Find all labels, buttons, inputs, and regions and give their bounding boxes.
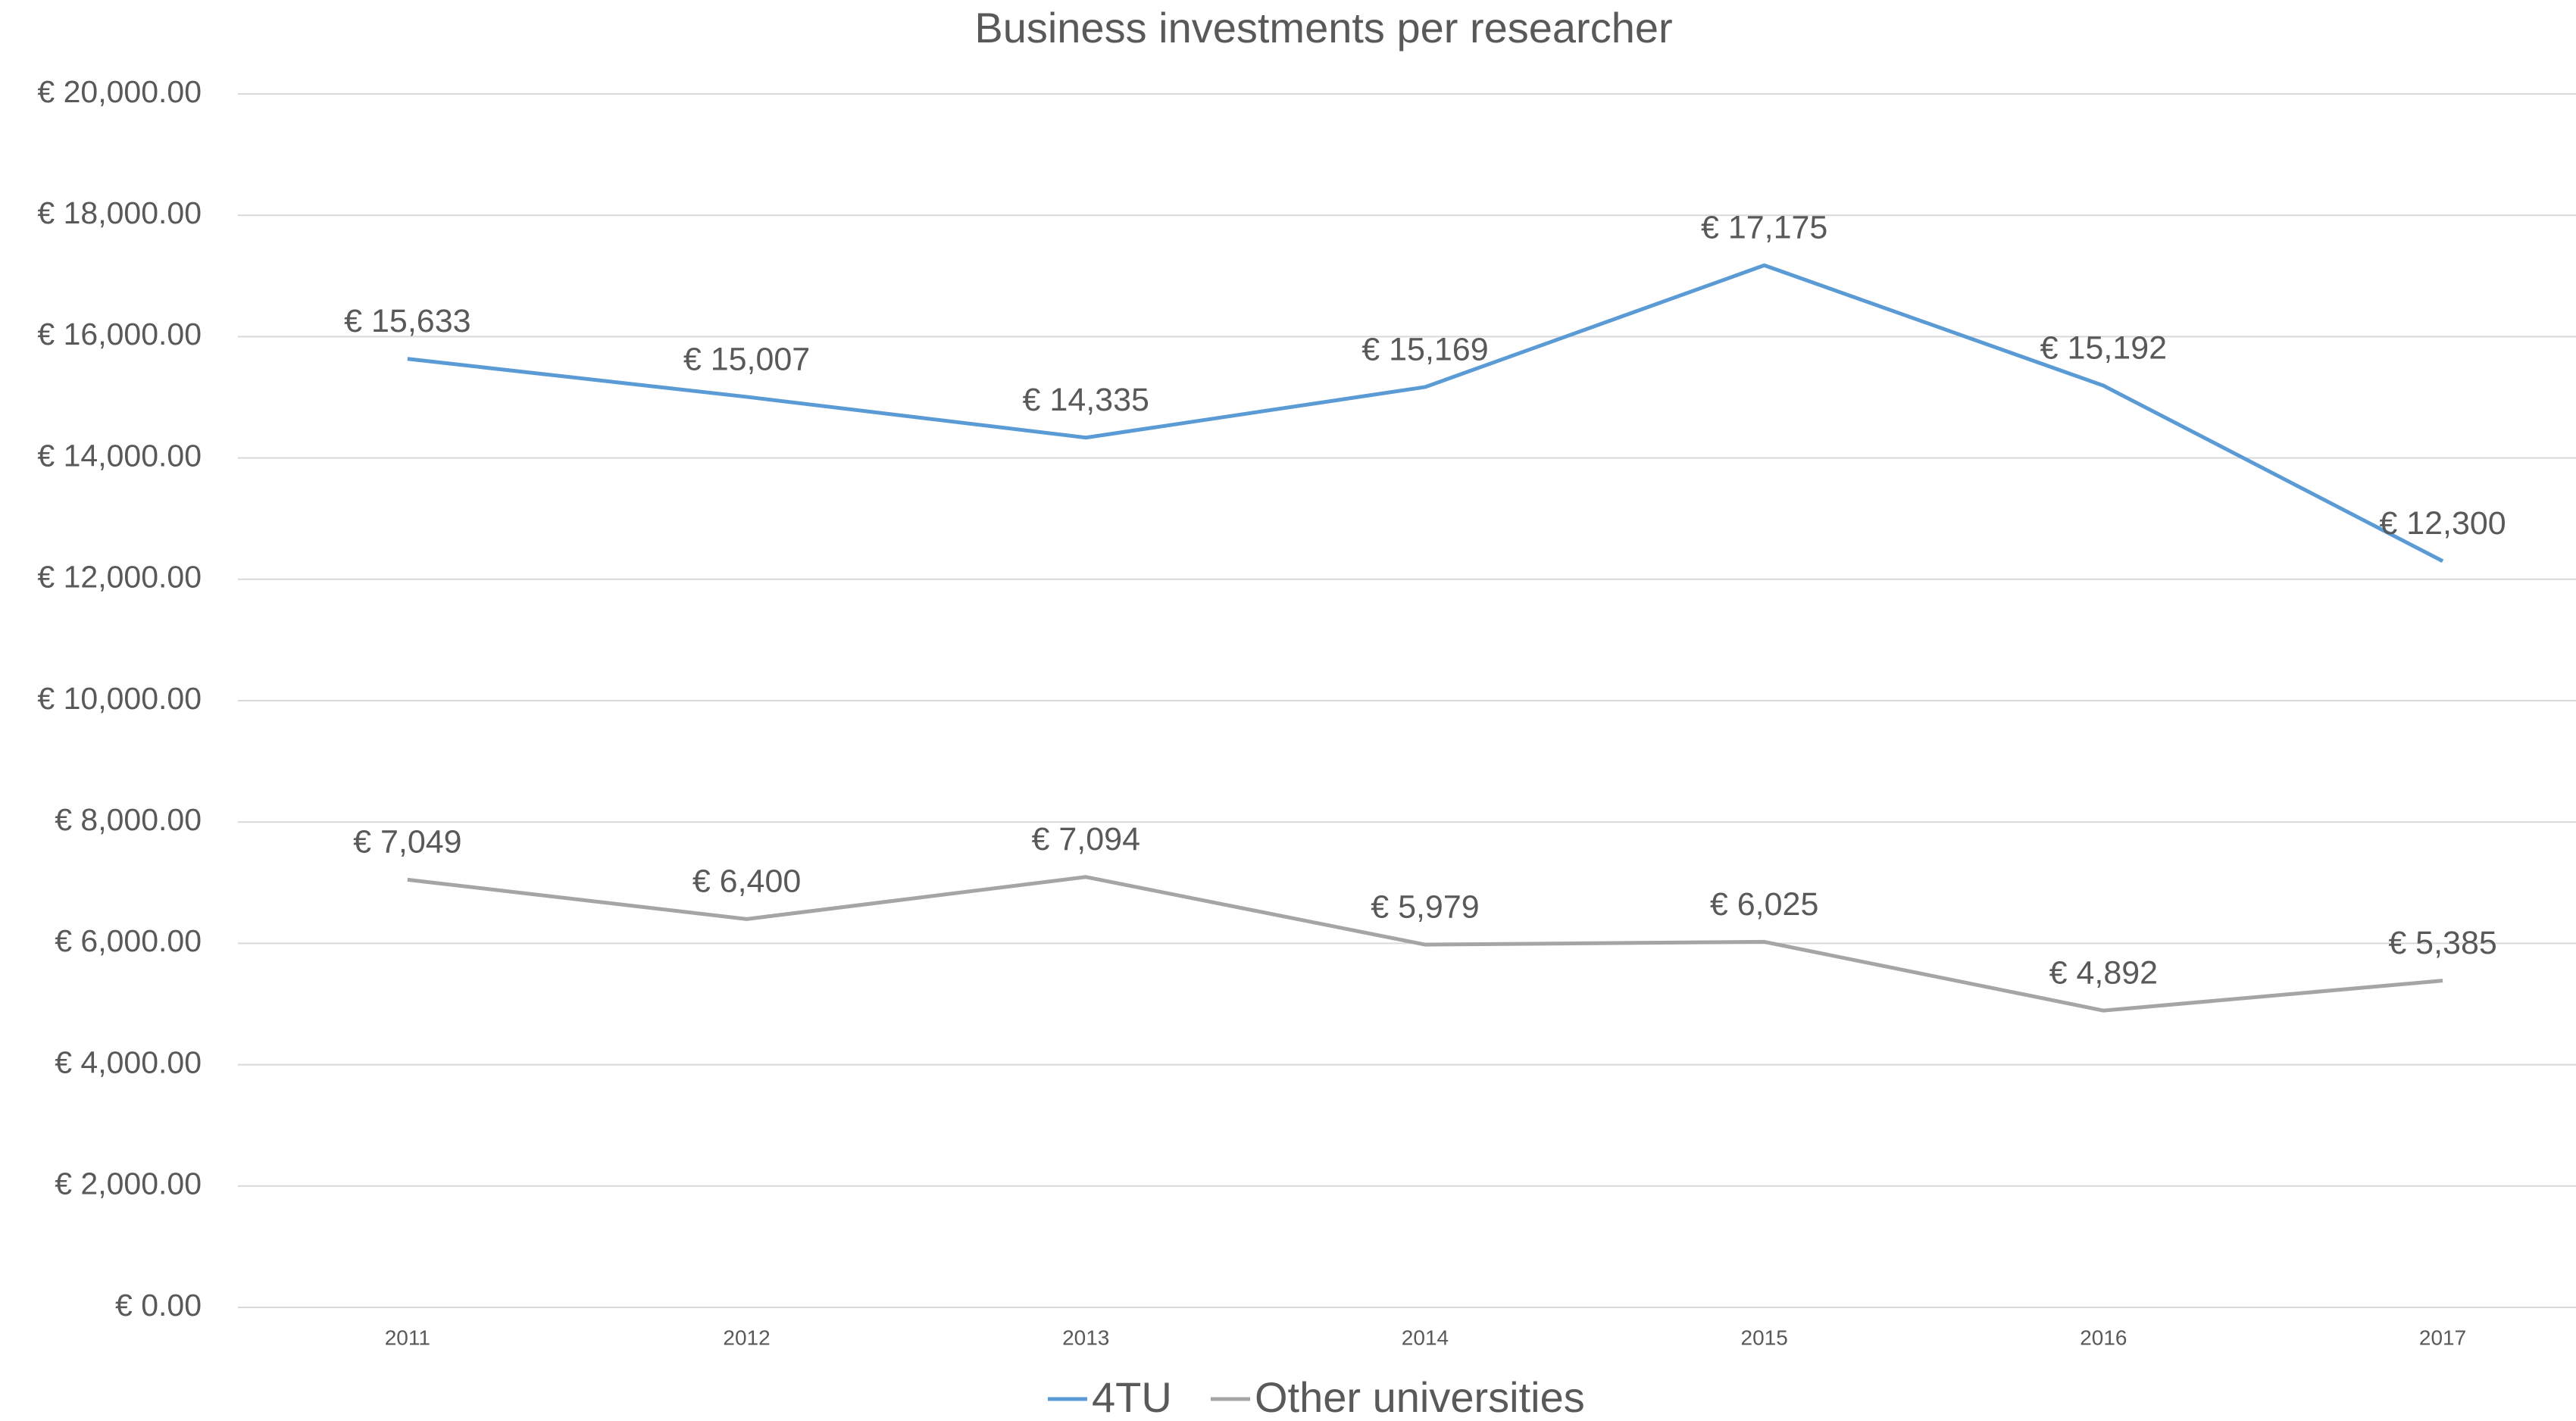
x-tick-label: 2011 xyxy=(385,1326,430,1349)
y-tick-label: € 2,000.00 xyxy=(55,1166,202,1201)
data-label: € 6,025 xyxy=(1710,886,1818,923)
data-label: € 7,094 xyxy=(1032,821,1140,857)
data-label: € 15,007 xyxy=(683,341,810,377)
y-tick-label: € 10,000.00 xyxy=(37,681,202,716)
data-label: € 7,049 xyxy=(353,824,461,860)
x-tick-label: 2014 xyxy=(1402,1326,1449,1349)
series-line xyxy=(407,875,2443,1013)
x-tick-label: 2015 xyxy=(1741,1326,1788,1349)
data-label: € 6,400 xyxy=(692,864,801,900)
data-label: € 15,192 xyxy=(2040,329,2167,366)
y-tick-label: € 6,000.00 xyxy=(55,923,202,958)
legend-label: 4TU xyxy=(1092,1373,1172,1421)
x-tick-label: 2013 xyxy=(1062,1326,1109,1349)
data-label: € 12,300 xyxy=(2379,505,2506,542)
data-label: € 14,335 xyxy=(1023,382,1149,418)
y-tick-label: € 4,000.00 xyxy=(55,1045,202,1079)
y-tick-label: € 18,000.00 xyxy=(37,195,202,230)
y-tick-label: € 20,000.00 xyxy=(37,74,202,109)
data-label: € 17,175 xyxy=(1701,210,1827,246)
data-label: € 15,633 xyxy=(344,303,470,339)
data-label: € 5,979 xyxy=(1371,889,1479,925)
y-tick-label: € 0.00 xyxy=(115,1288,202,1323)
series-line xyxy=(407,263,2444,563)
data-label: € 5,385 xyxy=(2388,925,2496,961)
x-tick-label: 2017 xyxy=(2419,1326,2466,1349)
y-tick-label: € 12,000.00 xyxy=(37,560,202,595)
x-tick-label: 2016 xyxy=(2080,1326,2127,1349)
y-tick-label: € 8,000.00 xyxy=(55,802,202,837)
data-label: € 4,892 xyxy=(2049,955,2158,992)
data-label: € 15,169 xyxy=(1361,331,1488,367)
y-tick-label: € 14,000.00 xyxy=(37,438,202,473)
y-tick-label: € 16,000.00 xyxy=(37,317,202,351)
legend-label: Other universities xyxy=(1255,1373,1585,1421)
chart-title: Business investments per researcher xyxy=(974,4,1672,52)
x-tick-label: 2012 xyxy=(723,1326,770,1349)
